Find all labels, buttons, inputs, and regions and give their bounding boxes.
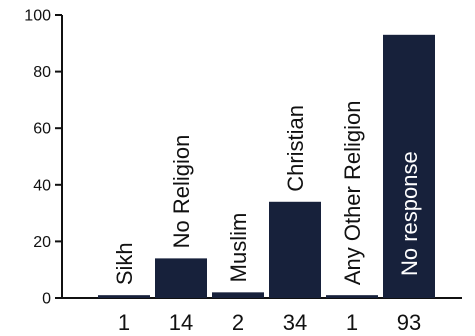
- y-axis: 0 20 40 60 80 100: [24, 8, 63, 308]
- category-label: No Religion: [169, 135, 194, 249]
- y-tick-label: 80: [33, 64, 51, 81]
- bar: [269, 201, 321, 298]
- bar: [98, 295, 150, 298]
- category-label: No response: [397, 151, 422, 276]
- value-label: 93: [397, 310, 421, 335]
- y-tick-label: 100: [24, 8, 51, 25]
- value-labels: 1 14 2 34 1 93: [118, 310, 421, 335]
- y-tick-label: 20: [33, 234, 51, 251]
- bar: [383, 34, 435, 299]
- bars: [98, 34, 435, 299]
- y-tick-label: 0: [42, 291, 51, 308]
- value-label: 1: [346, 310, 358, 335]
- category-label: Sikh: [112, 242, 137, 285]
- category-label: Christian: [283, 105, 308, 192]
- bar: [212, 292, 264, 298]
- value-label: 2: [232, 310, 244, 335]
- y-tick-label: 60: [33, 121, 51, 138]
- value-label: 34: [283, 310, 307, 335]
- category-label: Muslim: [226, 213, 251, 283]
- bar: [155, 258, 207, 298]
- value-label: 1: [118, 310, 130, 335]
- bar: [326, 295, 378, 298]
- category-labels: Sikh No Religion Muslim Christian Any Other …: [112, 101, 422, 286]
- category-label: Any Other Religion: [340, 101, 365, 286]
- value-label: 14: [169, 310, 193, 335]
- y-tick-label: 40: [33, 177, 51, 194]
